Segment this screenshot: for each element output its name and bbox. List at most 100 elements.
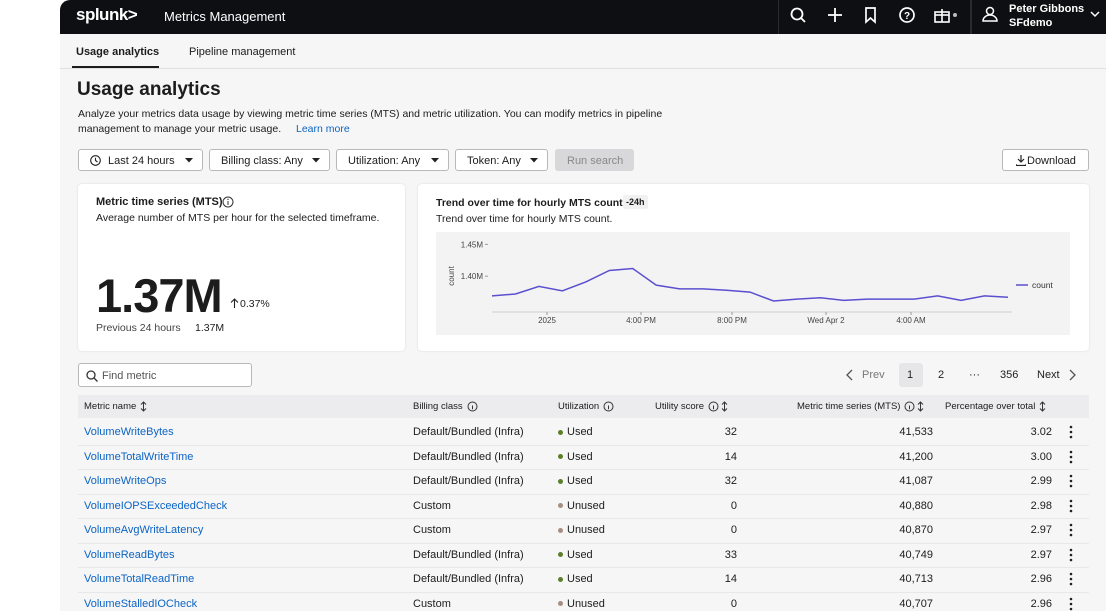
status-dot	[558, 576, 563, 582]
table-cell: 32	[724, 426, 737, 438]
gift-icon[interactable]	[934, 9, 957, 23]
page-number[interactable]: 2	[938, 369, 945, 381]
search-icon	[86, 370, 98, 382]
page-title: Usage analytics	[77, 79, 221, 100]
metric-link[interactable]: VolumeWriteOps	[84, 475, 167, 487]
clock-hands	[94, 157, 98, 163]
column-header[interactable]: Billing class	[413, 401, 463, 412]
table-cell: Default/Bundled (Infra)	[413, 548, 524, 561]
x-tick-label: 2025	[538, 316, 556, 325]
page-number[interactable]: 1	[907, 369, 914, 381]
sort-icon[interactable]	[917, 401, 924, 412]
row-divider	[78, 542, 1089, 544]
download-button[interactable]: Download	[1002, 149, 1089, 171]
column-header[interactable]: Metric time series (MTS)	[797, 401, 901, 412]
menu-dot	[1069, 474, 1073, 478]
caret-icon	[431, 158, 439, 163]
table-cell: Default/Bundled (Infra)	[413, 426, 524, 438]
metric-link[interactable]: VolumeReadBytes	[84, 548, 175, 561]
filter-dropdown[interactable]	[209, 149, 330, 171]
info-ring	[467, 401, 478, 412]
card-subtitle: Average number of MTS per hour for the s…	[96, 212, 380, 224]
add-icon[interactable]	[828, 8, 842, 22]
row-menu[interactable]	[1068, 548, 1074, 562]
chevron-icon	[846, 369, 853, 381]
row-divider	[78, 444, 1089, 446]
row-menu[interactable]	[1068, 572, 1074, 586]
metric-link[interactable]: VolumeStalledIOCheck	[84, 597, 198, 610]
mts-card	[78, 184, 405, 351]
column-header[interactable]: Utilization	[558, 401, 600, 412]
info-icon[interactable]	[904, 401, 915, 412]
tab-bar	[60, 34, 1106, 69]
table-cell: 33	[724, 548, 737, 561]
sort-icon[interactable]	[721, 401, 728, 412]
run-search-button[interactable]: Run search	[555, 149, 634, 171]
learn-more-link[interactable]: Learn more	[296, 123, 350, 135]
bookmark-icon[interactable]	[865, 7, 876, 24]
menu-chevron[interactable]	[1090, 11, 1100, 18]
sort-arrows	[721, 401, 728, 412]
sort-icon[interactable]	[140, 401, 147, 412]
filter-dropdown[interactable]	[336, 149, 449, 171]
chevron-icon	[1069, 369, 1076, 381]
description: management to manage your metric usage.	[78, 123, 282, 135]
filter-dropdown[interactable]	[78, 149, 203, 171]
metric-link[interactable]: VolumeTotalWriteTime	[84, 450, 194, 463]
metric-link[interactable]: VolumeIOPSExceededCheck	[84, 499, 228, 512]
button-label: Download	[1027, 155, 1076, 167]
x-tick-label: 4:00 PM	[626, 316, 656, 325]
menu-dot	[1069, 572, 1073, 576]
sort-icon[interactable]	[1039, 401, 1046, 412]
info-icon[interactable]	[467, 401, 478, 412]
app-name: Metrics Management	[164, 9, 286, 24]
info-icon[interactable]	[222, 196, 234, 208]
page-number[interactable]: 356	[1000, 369, 1019, 381]
column-header[interactable]: Percentage over total	[945, 401, 1036, 412]
y-axis-label: count	[447, 265, 456, 285]
search-box[interactable]: Find metric	[78, 363, 252, 387]
metric-link[interactable]: VolumeAvgWriteLatency	[84, 524, 204, 536]
menu-dot	[1069, 607, 1073, 610]
page-nav[interactable]: Prev	[862, 369, 885, 381]
row-menu[interactable]	[1068, 499, 1074, 513]
column-header[interactable]: Utility score	[655, 401, 705, 412]
filter-label: Billing class: Any	[221, 155, 303, 167]
tab[interactable]: Pipeline management	[189, 46, 296, 58]
brand[interactable]: splunk>	[76, 5, 138, 24]
row-menu[interactable]	[1068, 523, 1074, 537]
caret	[185, 158, 193, 163]
row-divider	[78, 591, 1089, 593]
info-icon[interactable]	[603, 401, 614, 412]
row-menu[interactable]	[1068, 597, 1074, 611]
table-cell: 3.00	[1030, 450, 1052, 463]
row-menu[interactable]	[1068, 450, 1074, 464]
help-icon[interactable]: ?	[899, 7, 915, 23]
tab[interactable]: Usage analytics	[76, 46, 160, 58]
filter-dropdown[interactable]	[455, 149, 548, 171]
status-dot	[558, 601, 563, 606]
table-cell: 2.97	[1030, 524, 1052, 536]
page-nav[interactable]: Next	[1037, 369, 1060, 381]
info-icon[interactable]	[708, 401, 719, 412]
user-icon[interactable]	[982, 6, 998, 22]
search-icon[interactable]	[790, 7, 806, 23]
menu-dot	[1069, 484, 1073, 488]
info-ring	[708, 401, 719, 412]
filter-label: Token: Any	[467, 155, 521, 167]
metric-link[interactable]: VolumeTotalReadTime	[84, 573, 195, 585]
info-ring	[904, 401, 915, 412]
menu-dot	[1069, 523, 1073, 527]
row-menu[interactable]	[1068, 425, 1074, 439]
chevron	[846, 369, 853, 381]
sort-arrows	[140, 401, 147, 412]
metric-link[interactable]: VolumeWriteBytes	[84, 426, 174, 438]
status-dot	[558, 454, 563, 459]
row-menu[interactable]	[1068, 474, 1074, 488]
page-number[interactable]: ···	[969, 369, 980, 381]
table-cell: Custom	[413, 499, 451, 512]
column-header[interactable]: Metric name	[84, 401, 137, 412]
table-cell: Used	[567, 475, 593, 487]
status-dot	[558, 552, 563, 557]
header-icons: ?	[778, 0, 1100, 34]
